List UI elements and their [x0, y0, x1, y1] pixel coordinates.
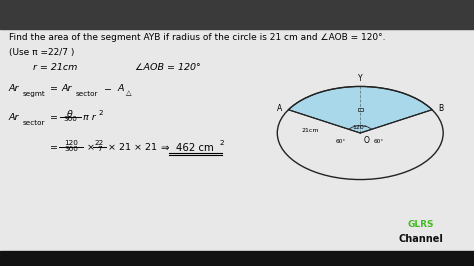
Text: 2: 2	[98, 110, 103, 117]
Text: Ar: Ar	[9, 113, 19, 122]
Text: 120°: 120°	[352, 125, 367, 130]
Text: 60°: 60°	[336, 139, 346, 144]
Wedge shape	[288, 86, 432, 133]
Text: A: A	[118, 84, 124, 93]
Text: 360: 360	[64, 146, 78, 152]
Bar	[0, 0, 474, 29]
Bar	[0, 251, 474, 266]
Text: △: △	[126, 90, 132, 97]
Text: Ar: Ar	[62, 84, 72, 93]
Text: 21cm: 21cm	[302, 128, 319, 133]
Text: ×: ×	[86, 143, 94, 152]
Text: =: =	[50, 143, 58, 152]
Text: ∠AOB = 120°: ∠AOB = 120°	[135, 63, 201, 72]
Bar	[358, 109, 363, 111]
Text: 22: 22	[95, 140, 104, 146]
Text: =: =	[50, 113, 58, 122]
Text: 360: 360	[63, 116, 77, 122]
Text: 120: 120	[64, 140, 78, 146]
Text: × 21 × 21: × 21 × 21	[108, 143, 157, 152]
Text: segmt: segmt	[23, 91, 46, 97]
Text: 7: 7	[97, 146, 102, 152]
Text: 2: 2	[220, 140, 225, 147]
Text: B: B	[439, 104, 444, 113]
Text: Find the area of the segment AYB if radius of the circle is 21 cm and ∠AOB = 120: Find the area of the segment AYB if radi…	[9, 33, 385, 42]
Text: sector: sector	[23, 120, 45, 127]
Text: 60°: 60°	[374, 139, 384, 144]
Text: GLRS: GLRS	[408, 220, 434, 229]
Text: sector: sector	[76, 91, 98, 97]
Text: O: O	[364, 136, 370, 145]
Text: r = 21cm: r = 21cm	[33, 63, 78, 72]
Text: ⇒  462 cm: ⇒ 462 cm	[161, 143, 214, 153]
Text: Y: Y	[358, 74, 363, 83]
Text: Channel: Channel	[398, 234, 443, 244]
Text: θ: θ	[67, 110, 73, 119]
Text: A: A	[276, 104, 282, 113]
Text: −: −	[104, 84, 112, 93]
Text: π r: π r	[83, 113, 96, 122]
Text: (Use π =22/7 ): (Use π =22/7 )	[9, 48, 74, 57]
Text: =: =	[50, 84, 58, 93]
Text: Ar: Ar	[9, 84, 19, 93]
